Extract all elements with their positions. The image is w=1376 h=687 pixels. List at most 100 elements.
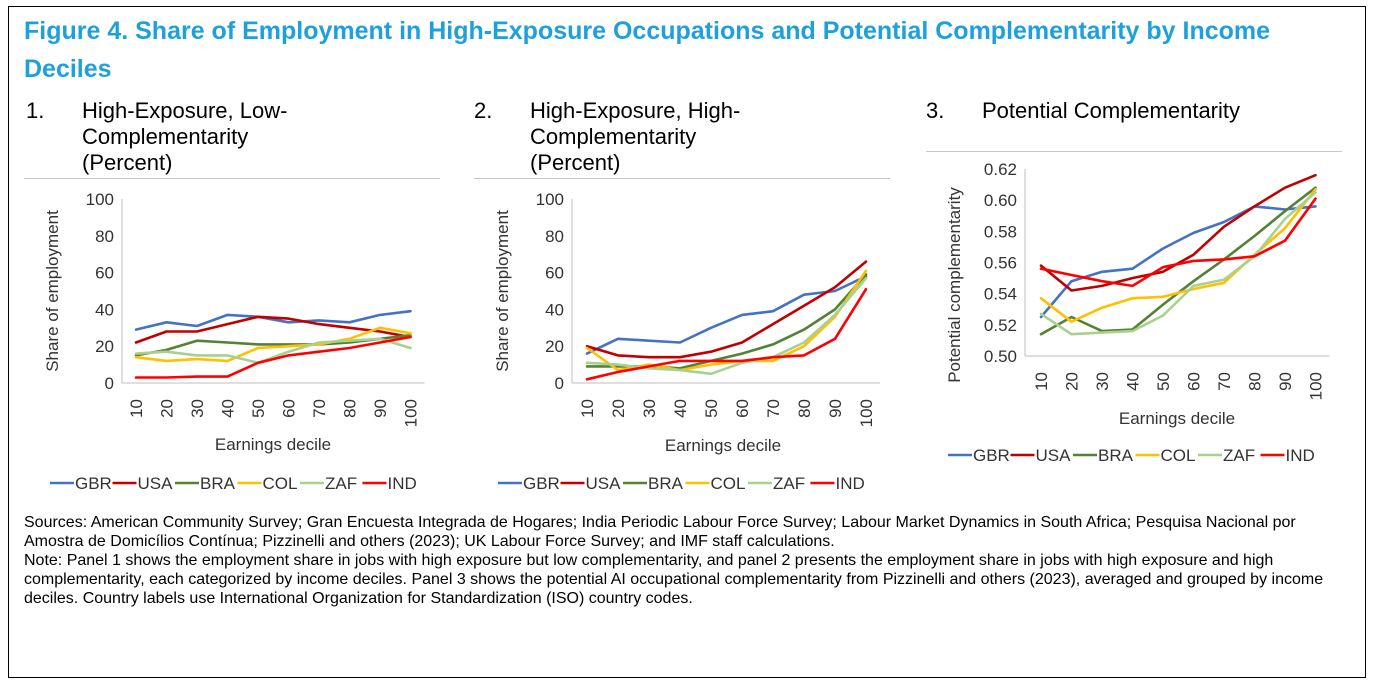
panel-2-series-line-zaf <box>585 276 868 376</box>
panel-3-legend-label-bra: BRA <box>1098 446 1134 465</box>
panel-2-title-line: (Percent) <box>530 150 621 175</box>
panel-2-y-tick-label: 0 <box>555 374 564 393</box>
panel-3-y-tick-label: 0.52 <box>984 316 1017 335</box>
panel-3-title-line: Potential Complementarity <box>982 98 1241 123</box>
panel-1-legend-label-ind: IND <box>388 474 417 493</box>
panel-1-x-tick-label: 70 <box>310 399 329 418</box>
panel-2-x-tick-label: 50 <box>702 399 721 418</box>
panel-2-x-tick-label: 10 <box>578 399 597 418</box>
panel-2-legend-label-gbr: GBR <box>523 474 560 493</box>
panel-1-y-tick-label: 100 <box>86 190 114 209</box>
panel-3-y-tick-label: 0.50 <box>984 347 1017 366</box>
panel-1-x-tick-label: 40 <box>219 399 238 418</box>
panel-3-x-tick-label: 20 <box>1063 372 1082 391</box>
sources-text: Sources: American Community Survey; Gran… <box>24 514 1296 550</box>
panel-2-x-tick-label: 30 <box>640 399 659 418</box>
panel-2-x-tick-label: 90 <box>826 399 845 418</box>
panel-2-x-tick-label: 20 <box>609 399 628 418</box>
panel-2-legend-label-ind: IND <box>836 474 865 493</box>
panel-1-series-line-usa <box>134 315 412 344</box>
panel-1-series-line-zaf <box>134 337 412 365</box>
panel-3-x-tick-label: 90 <box>1276 372 1295 391</box>
panel-3-legend-label-gbr: GBR <box>973 446 1010 465</box>
panel-2-y-tick-label: 20 <box>545 337 564 356</box>
panel-1-x-axis-title: Earnings decile <box>215 435 331 454</box>
panel-1-y-tick-label: 60 <box>95 264 114 283</box>
panel-3-series-line-col <box>1039 188 1317 324</box>
figure-title: Figure 4. Share of Employment in High-Ex… <box>24 17 1271 83</box>
panel-1-number: 1. <box>26 98 45 123</box>
panel-1-x-tick-label: 10 <box>127 399 146 418</box>
panel-3-y-axis-title: Potential complementarity <box>945 187 964 383</box>
panel-1-legend-label-zaf: ZAF <box>325 474 357 493</box>
panel-3-number: 3. <box>926 98 945 123</box>
panel-2-y-tick-label: 100 <box>536 190 564 209</box>
panel-1-title-line: High-Exposure, Low- <box>82 98 288 123</box>
panel-1-x-tick-label: 30 <box>188 399 207 418</box>
panel-3-x-tick-label: 70 <box>1215 372 1234 391</box>
panel-2-y-tick-label: 60 <box>545 264 564 283</box>
panel-3-legend-label-usa: USA <box>1036 446 1072 465</box>
panel-3-x-tick-label: 50 <box>1154 372 1173 391</box>
panel-1-series-line-ind <box>134 335 412 379</box>
panel-2-number: 2. <box>474 98 493 123</box>
panel-2-legend-label-bra: BRA <box>648 474 684 493</box>
panel-3-x-tick-label: 80 <box>1246 372 1265 391</box>
panel-1-series-line-gbr <box>134 309 412 331</box>
panel-2-x-tick-label: 70 <box>764 399 783 418</box>
panel-1-x-tick-label: 60 <box>280 399 299 418</box>
panel-1-y-tick-label: 80 <box>95 227 114 246</box>
panel-1-series-line-col <box>134 326 412 363</box>
panel-1-y-tick-label: 20 <box>95 337 114 356</box>
panel-2-title-line: High-Exposure, High- <box>530 98 741 123</box>
figure-notes: Sources: American Community Survey; Gran… <box>24 513 1354 608</box>
panel-2-legend-label-zaf: ZAF <box>773 474 805 493</box>
panel-3-x-tick-label: 30 <box>1093 372 1112 391</box>
panel-1-y-tick-label: 40 <box>95 300 114 319</box>
panel-1-x-tick-label: 80 <box>341 399 360 418</box>
panel-3-y-tick-label: 0.60 <box>984 191 1017 210</box>
panel-3-divider <box>926 151 1342 152</box>
figure-frame <box>8 6 1366 678</box>
panel-2-y-tick-label: 40 <box>545 300 564 319</box>
panel-3-x-axis-title: Earnings decile <box>1119 409 1235 428</box>
panel-3-legend-label-zaf: ZAF <box>1223 446 1255 465</box>
panel-1-y-tick-label: 0 <box>105 374 114 393</box>
panel-1-legend-label-col: COL <box>263 474 298 493</box>
panel-1-title-line: Complementarity <box>82 124 249 149</box>
panel-2-x-axis-title: Earnings decile <box>665 436 781 455</box>
panel-3-x-tick-label: 60 <box>1185 372 1204 391</box>
panel-2-y-axis-title: Share of employment <box>493 210 512 372</box>
panel-2-legend-label-col: COL <box>711 474 746 493</box>
panel-1-legend-label-gbr: GBR <box>75 474 112 493</box>
panel-2-x-tick-label: 40 <box>671 399 690 418</box>
panel-3-series-line-gbr <box>1039 205 1317 319</box>
panel-1-legend-label-usa: USA <box>138 474 174 493</box>
note-text: Note: Panel 1 shows the employment share… <box>24 552 1324 607</box>
panel-1-title-line: (Percent) <box>82 150 173 175</box>
panel-1-y-axis-title: Share of employment <box>43 210 62 372</box>
panel-2-title-line: Complementarity <box>530 124 697 149</box>
panel-2-x-tick-label: 80 <box>795 399 814 418</box>
panel-1-x-tick-label: 20 <box>158 399 177 418</box>
panel-1-x-tick-label: 100 <box>402 399 421 427</box>
panel-3-legend-label-col: COL <box>1161 446 1196 465</box>
panel-3-legend-label-ind: IND <box>1286 446 1315 465</box>
panel-2-x-tick-label: 100 <box>857 399 876 427</box>
panel-3-x-tick-label: 100 <box>1307 372 1326 400</box>
panel-3-y-tick-label: 0.58 <box>984 222 1017 241</box>
panel-3-x-tick-label: 40 <box>1124 372 1143 391</box>
panel-3-y-tick-label: 0.56 <box>984 254 1017 273</box>
panel-3-x-tick-label: 10 <box>1032 372 1051 391</box>
panel-3-y-tick-label: 0.62 <box>984 160 1017 179</box>
panel-2-y-tick-label: 80 <box>545 227 564 246</box>
panel-3-y-tick-label: 0.54 <box>984 285 1017 304</box>
panel-2-series-line-ind <box>585 287 868 381</box>
panel-2-series-line-gbr <box>585 274 868 355</box>
panel-1-x-tick-label: 90 <box>371 399 390 418</box>
panel-1-x-tick-label: 50 <box>249 399 268 418</box>
panel-1-divider <box>24 178 440 179</box>
panel-2-legend-label-usa: USA <box>586 474 622 493</box>
panel-2-series-line-usa <box>585 260 868 359</box>
